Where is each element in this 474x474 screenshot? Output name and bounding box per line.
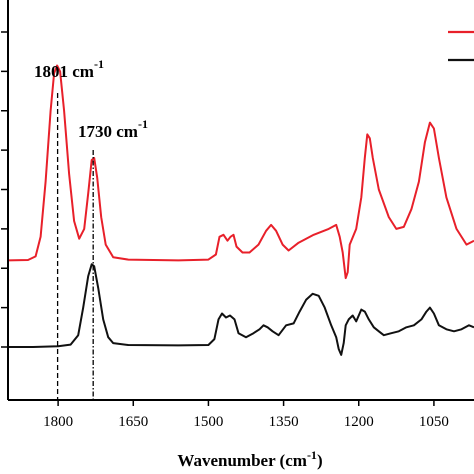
peak-label-1730: 1730 cm-1 (78, 117, 148, 141)
x-tick-label-1200: 1200 (344, 414, 374, 430)
x-tick-label-1050: 1050 (419, 414, 449, 430)
x-tick-label-1500: 1500 (193, 414, 223, 430)
plot-area (7, 64, 474, 400)
peak-label-1730-sup: -1 (138, 117, 148, 131)
peak-label-1801-sup: -1 (94, 57, 104, 71)
spectrum-line-2 (8, 263, 474, 356)
legend (448, 30, 474, 62)
x-tick-label-1350: 1350 (269, 414, 299, 430)
peak-label-1801: 1801 cm-1 (34, 57, 104, 81)
annotation-labels: 1801 cm-1 1730 cm-1 (34, 57, 148, 141)
spectrum-line-1 (7, 64, 474, 280)
x-tick-label-1800: 1800 (43, 414, 73, 430)
x-axis: 1800 1650 1500 1350 1200 1050 (8, 399, 474, 430)
x-axis-title-sup: -1 (307, 448, 317, 462)
y-axis (1, 0, 9, 400)
x-axis-title: Wavenumber (cm-1) (177, 448, 322, 470)
x-axis-title-close: ) (317, 451, 323, 470)
x-tick-label-1650: 1650 (118, 414, 148, 430)
